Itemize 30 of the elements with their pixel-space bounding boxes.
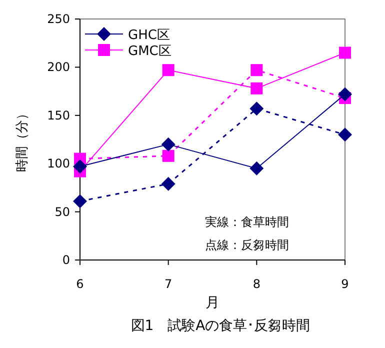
x-tick-label: 9	[341, 277, 349, 291]
x-tick-label: 6	[76, 277, 84, 291]
legend-label: GMC区	[128, 44, 172, 59]
point	[73, 194, 87, 208]
y-tick-label: 250	[47, 12, 70, 26]
y-tick-label: 50	[54, 204, 70, 219]
x-tick-label: 7	[164, 277, 172, 291]
y-tick-label: 150	[47, 108, 70, 122]
point	[250, 82, 263, 94]
annotation: 点線：反芻時間	[205, 238, 289, 252]
annotation: 実線：食草時間	[205, 215, 289, 229]
point	[339, 46, 351, 59]
x-axis-title: 月	[206, 295, 220, 311]
point	[250, 64, 263, 76]
legend-label: GHC区	[128, 28, 170, 43]
point	[338, 87, 352, 102]
y-tick-label: 100	[47, 156, 70, 171]
y-axis-title: 時間（分）	[15, 107, 30, 172]
point	[162, 150, 174, 162]
point	[161, 137, 176, 152]
y-tick-label: 0	[62, 253, 70, 267]
point	[161, 176, 176, 191]
point	[338, 128, 352, 142]
point	[250, 161, 264, 176]
x-tick-label: 8	[252, 277, 260, 291]
point	[250, 102, 264, 116]
y-tick-label: 200	[47, 60, 70, 74]
text: 図1 試験Aの食草･反芻時間	[130, 318, 310, 334]
point	[73, 159, 87, 174]
point	[162, 64, 174, 76]
